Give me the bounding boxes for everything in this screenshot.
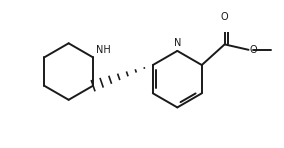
Text: N: N	[174, 38, 181, 48]
Text: O: O	[249, 45, 257, 55]
Text: NH: NH	[96, 45, 110, 55]
Text: O: O	[221, 12, 228, 22]
